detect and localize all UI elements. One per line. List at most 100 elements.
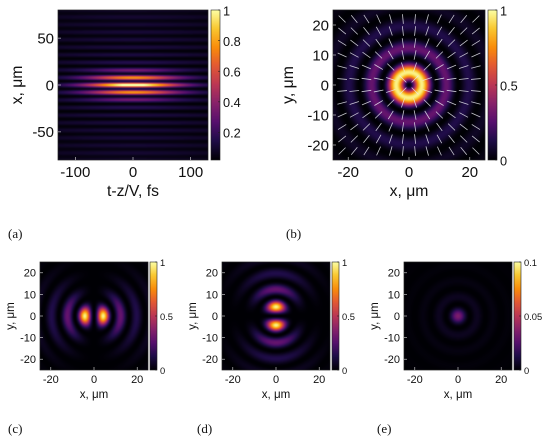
x-tick-label: 0	[405, 164, 413, 181]
arrow-mark	[337, 78, 347, 80]
x-tick-label: 0	[91, 374, 97, 386]
arrow-mark	[363, 26, 370, 36]
y-tick-label: 20	[206, 268, 218, 280]
arrow-mark	[471, 40, 481, 46]
arrow-mark	[425, 26, 430, 36]
y-tick-label: 0	[212, 311, 218, 323]
arrow-mark	[471, 65, 481, 69]
arrow-mark	[446, 77, 457, 81]
y-tick-label: -20	[307, 137, 329, 154]
x-axis-label: x, μm	[80, 389, 108, 401]
x-axis-label: x, μm	[262, 389, 290, 401]
x-tick-label: -20	[407, 374, 423, 386]
x-tick-label: 100	[178, 164, 203, 181]
x-tick-label: 20	[461, 164, 478, 181]
arrow-mark	[447, 51, 456, 59]
colorbar-tick-label: 0	[160, 366, 165, 376]
y-tick-label: 10	[24, 289, 36, 301]
arrow-mark	[413, 50, 417, 60]
arrow-mark	[374, 51, 383, 59]
arrow-mark	[471, 101, 481, 105]
heatmap-image-b	[333, 10, 485, 160]
panel-label: (c)	[8, 421, 22, 436]
arrow-mark	[424, 122, 430, 132]
y-tick-label: -10	[20, 332, 36, 344]
arrow-mark	[425, 146, 429, 156]
colorbar-b	[488, 10, 497, 160]
arrow-mark	[413, 38, 417, 48]
colorbar-c	[150, 262, 157, 370]
colorbar-tick-label: 1	[342, 258, 347, 268]
y-axis-label: x, μm	[9, 66, 26, 105]
arrow-mark	[399, 75, 407, 83]
polarization-arrows	[337, 14, 481, 156]
arrow-mark	[459, 52, 469, 58]
arrow-mark	[447, 123, 456, 131]
arrow-mark	[458, 90, 469, 92]
arrow-mark	[424, 110, 431, 120]
arrow-mark	[413, 62, 417, 72]
arrow-mark	[350, 27, 359, 35]
arrow-mark	[414, 146, 416, 156]
arrow-mark	[401, 134, 404, 144]
arrow-mark	[471, 52, 481, 58]
arrow-mark	[337, 90, 347, 92]
arrow-mark	[362, 123, 371, 131]
arrow-mark	[425, 134, 430, 144]
panel-label: (a)	[8, 226, 22, 241]
arrow-mark	[435, 64, 444, 70]
arrow-mark	[472, 147, 480, 155]
arrow-mark	[350, 39, 359, 47]
arrow-mark	[374, 111, 383, 119]
arrow-mark	[338, 27, 347, 35]
colorbar-tick-label: 0.1	[524, 258, 537, 268]
arrow-mark	[423, 99, 431, 107]
y-tick-label: 0	[30, 311, 36, 323]
x-axis-label: x, μm	[390, 183, 429, 200]
arrow-mark	[458, 101, 469, 105]
y-tick-label: 20	[312, 17, 329, 34]
arrow-mark	[401, 98, 405, 108]
colorbar-frame	[210, 9, 221, 161]
arrow-mark	[350, 123, 359, 131]
arrow-mark	[349, 101, 360, 105]
arrow-mark	[363, 134, 370, 144]
arrow-mark	[448, 146, 455, 156]
arrow-mark	[374, 100, 383, 106]
arrow-mark	[389, 146, 393, 156]
arrow-mark	[425, 14, 429, 24]
arrow-mark	[413, 122, 417, 132]
panel-label: (e)	[377, 421, 391, 436]
colorbar-a	[211, 10, 220, 160]
arrow-mark	[446, 64, 457, 70]
arrow-mark	[338, 15, 346, 23]
arrow-mark	[361, 64, 372, 70]
arrow-mark	[413, 110, 417, 120]
arrow-mark	[437, 14, 442, 24]
arrow-mark	[447, 111, 456, 119]
arrow-mark	[446, 89, 457, 93]
y-tick-label: -10	[384, 332, 400, 344]
arrow-mark	[338, 147, 346, 155]
arrow-mark	[401, 62, 405, 72]
arrow-mark	[388, 134, 393, 144]
arrow-mark	[373, 77, 384, 81]
arrow-mark	[337, 65, 347, 69]
arrow-mark	[401, 38, 405, 48]
colorbar-e	[514, 262, 521, 370]
arrow-mark	[337, 124, 347, 130]
arrow-mark	[424, 50, 431, 60]
arrow-mark	[448, 14, 455, 24]
arrow-mark	[349, 112, 359, 118]
x-tick-label: 0	[455, 374, 461, 386]
x-tick-label: -100	[60, 164, 90, 181]
arrow-mark	[448, 26, 455, 36]
y-tick-label: 10	[206, 289, 218, 301]
panel-label: (d)	[197, 421, 212, 436]
arrow-mark	[338, 135, 347, 143]
arrow-mark	[350, 135, 359, 143]
colorbar-tick-label: 1	[223, 3, 230, 18]
arrow-mark	[388, 38, 394, 48]
x-tick-label: -20	[225, 374, 241, 386]
arrow-mark	[376, 14, 381, 24]
